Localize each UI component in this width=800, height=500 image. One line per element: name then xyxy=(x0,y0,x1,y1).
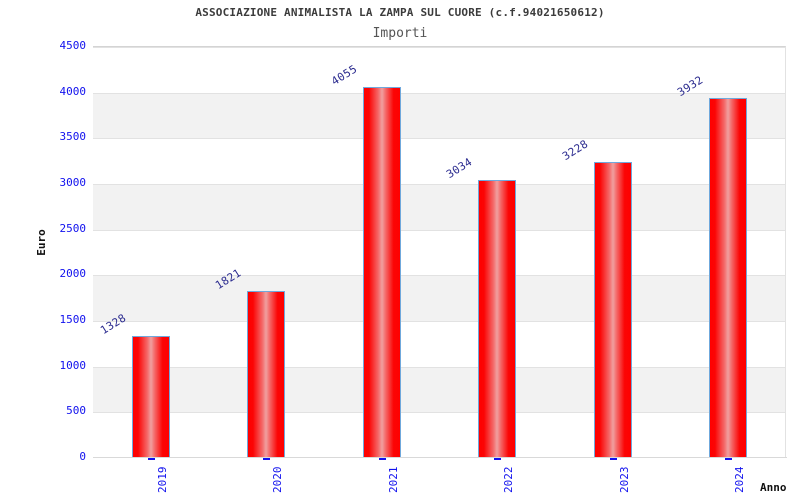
y-tick-label: 500 xyxy=(66,404,86,418)
x-tick-label: 2024 xyxy=(733,466,747,494)
y-tick-label: 4000 xyxy=(59,84,87,98)
x-axis-line xyxy=(93,457,787,458)
bar[interactable] xyxy=(593,162,632,457)
plot-area xyxy=(93,46,786,457)
gridline xyxy=(93,184,785,185)
y-tick-label: 1000 xyxy=(59,358,87,372)
background-band xyxy=(93,275,785,321)
gridline xyxy=(93,321,785,322)
y-tick-label: 1500 xyxy=(59,313,87,326)
chart-title: ASSOCIAZIONE ANIMALISTA LA ZAMPA SUL CUO… xyxy=(195,6,605,19)
y-tick-label: 0 xyxy=(79,450,86,463)
gridline xyxy=(93,412,785,414)
gridline xyxy=(93,275,785,277)
bar[interactable] xyxy=(247,290,286,457)
x-tick-mark xyxy=(263,458,271,460)
x-tick-label: 2021 xyxy=(386,466,400,494)
x-tick-mark xyxy=(494,458,502,460)
bar[interactable] xyxy=(131,335,170,457)
x-axis-title: Anno xyxy=(760,481,787,494)
bar[interactable] xyxy=(362,86,401,457)
y-tick-label: 3000 xyxy=(59,176,87,189)
gridline xyxy=(93,366,785,368)
x-tick-mark xyxy=(725,458,733,460)
gridline xyxy=(93,47,785,48)
background-band xyxy=(93,92,785,139)
background-band xyxy=(93,184,785,230)
y-tick-label: 3500 xyxy=(59,130,87,144)
x-tick-mark xyxy=(147,458,155,460)
x-tick-label: 2022 xyxy=(502,466,516,494)
y-axis-tick-labels: 0 500 1000 1500 2000 2500 3000 3500 4000 4500 xyxy=(0,0,87,500)
gridline xyxy=(93,138,785,140)
x-tick-label: 2023 xyxy=(617,466,631,494)
gridline xyxy=(93,229,785,231)
bar[interactable] xyxy=(709,97,748,457)
x-tick-mark xyxy=(378,458,386,460)
y-tick-label: 2500 xyxy=(59,221,87,235)
y-tick-label: 2000 xyxy=(59,267,87,281)
y-tick-label: 4500 xyxy=(59,39,87,52)
x-tick-label: 2019 xyxy=(155,466,169,494)
x-tick-mark xyxy=(609,458,617,460)
y-axis-title: Euro xyxy=(34,229,48,256)
bar[interactable] xyxy=(478,179,517,457)
background-band xyxy=(93,366,785,413)
x-tick-label: 2020 xyxy=(271,466,285,494)
chart-subtitle: Importi xyxy=(372,26,428,41)
gridline xyxy=(93,92,785,94)
